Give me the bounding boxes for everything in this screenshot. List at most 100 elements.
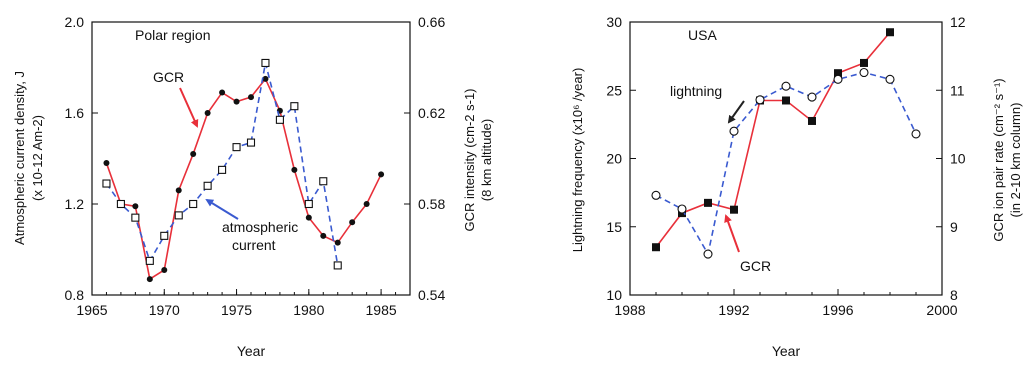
data-point [145, 256, 154, 265]
annotation-atm-arrow [205, 198, 239, 220]
data-point [885, 74, 895, 84]
x-tick-label: 1988 [614, 302, 645, 318]
data-point [246, 138, 256, 147]
data-point [808, 116, 816, 125]
data-point [218, 165, 227, 174]
x-tick-label: 1992 [718, 302, 749, 318]
data-point [232, 143, 241, 152]
y-right-tick-label: 0.62 [418, 105, 445, 121]
data-point [729, 126, 739, 136]
y-left-label-line2: (x 10-12 Am-2) [30, 115, 45, 201]
x-axis-label: Year [772, 343, 801, 359]
data-point [161, 266, 168, 273]
y-left-label-line1: Atmospheric current density, J [12, 71, 27, 245]
data-point [333, 261, 342, 270]
y-right-tick-label: 11 [950, 82, 965, 98]
y-left-tick-label: 2.0 [65, 14, 85, 30]
data-point [131, 213, 140, 222]
x-tick-label: 1970 [149, 302, 180, 318]
y-right-label-line2: (8 km altitude) [479, 119, 494, 201]
data-point [103, 160, 110, 167]
y-left-tick-label: 15 [606, 219, 622, 235]
data-point [781, 81, 791, 91]
data-point [833, 74, 843, 84]
data-point [782, 96, 790, 105]
data-point [275, 115, 284, 124]
data-point [174, 211, 183, 220]
data-point [349, 219, 356, 226]
x-tick-label: 1980 [293, 302, 324, 318]
data-point [911, 129, 921, 139]
x-tick-label: 1996 [822, 302, 853, 318]
data-point [304, 199, 313, 209]
data-point [363, 201, 370, 207]
data-point [378, 171, 385, 178]
data-point [116, 199, 125, 209]
y-left-tick-label: 30 [606, 14, 622, 30]
data-point [320, 232, 327, 239]
x-tick-label: 1965 [76, 302, 107, 318]
y-left-tick-label: 10 [606, 287, 622, 303]
y-right-tick-label: 0.66 [418, 14, 445, 30]
chart-title: USA [688, 27, 717, 43]
chart-title: Polar region [135, 27, 211, 43]
data-point [204, 110, 211, 116]
data-point [652, 243, 660, 252]
data-point [189, 199, 198, 209]
y-left-tick-label: 25 [606, 82, 622, 98]
data-point [132, 203, 139, 210]
data-point [175, 187, 182, 194]
data-point [248, 94, 254, 101]
y-left-tick-label: 20 [606, 151, 622, 167]
data-point [102, 179, 111, 188]
x-tick-label: 2000 [926, 302, 957, 318]
x-tick-label: 1985 [366, 302, 397, 318]
y-right-tick-label: 10 [950, 151, 966, 167]
annotation-atm-line1: atmospheric [222, 219, 298, 235]
annotation-lightning-arrow [727, 100, 745, 124]
data-point [859, 67, 869, 78]
annotation-atm-line2: current [232, 237, 276, 253]
y-left-tick-label: 1.6 [65, 105, 85, 121]
data-point [261, 58, 270, 68]
y-right-label-line1: GCR intensity (cm-2 s-1) [462, 88, 477, 231]
data-point [834, 69, 842, 78]
y-right-label-line2: (in 2-10 km column) [1008, 103, 1023, 218]
y-right-tick-label: 12 [950, 14, 966, 30]
data-point [319, 177, 328, 186]
data-point [334, 239, 341, 246]
y-left-tick-label: 1.2 [65, 196, 85, 212]
data-point [730, 205, 738, 214]
y-left-label: Lightning frequency (x10⁶ /year) [570, 68, 585, 253]
data-point [305, 214, 312, 221]
data-point [233, 98, 240, 105]
annotation-gcr: GCR [153, 69, 184, 85]
x-axis-label: Year [237, 343, 266, 359]
plot-frame [91, 21, 411, 296]
data-point [704, 198, 712, 207]
data-point [290, 102, 299, 111]
data-point [262, 75, 269, 82]
annotation-lightning: lightning [670, 83, 722, 99]
plot-frame [629, 21, 943, 296]
data-point [146, 276, 153, 283]
y-right-tick-label: 9 [950, 219, 958, 235]
y-left-tick-label: 0.8 [65, 287, 85, 303]
y-right-tick-label: 0.58 [418, 196, 445, 212]
chart-usa: 1988 1992 1996 2000 10 15 20 25 30 8 9 10 11 12 USA Y… [570, 14, 1023, 359]
x-tick-label: 1975 [221, 302, 252, 318]
y-right-tick-label: 0.54 [418, 287, 445, 303]
data-point [703, 249, 713, 259]
chart-polar: 1965 1970 1975 1980 1985 0.8 1.2 1.6 2.0 0.54 0.58… [12, 14, 494, 359]
series-line-lightning [655, 71, 917, 257]
data-point [677, 204, 687, 214]
series-line-gcr [655, 31, 891, 248]
data-point [755, 95, 765, 105]
data-point [651, 190, 661, 200]
annotation-gcr: GCR [740, 258, 771, 274]
data-point [203, 181, 212, 190]
series-line-atmospheric-current [105, 62, 339, 266]
y-right-tick-label: 8 [950, 287, 958, 303]
y-right-label-line1: GCR ion pair rate (cm⁻² s⁻¹) [991, 78, 1006, 241]
